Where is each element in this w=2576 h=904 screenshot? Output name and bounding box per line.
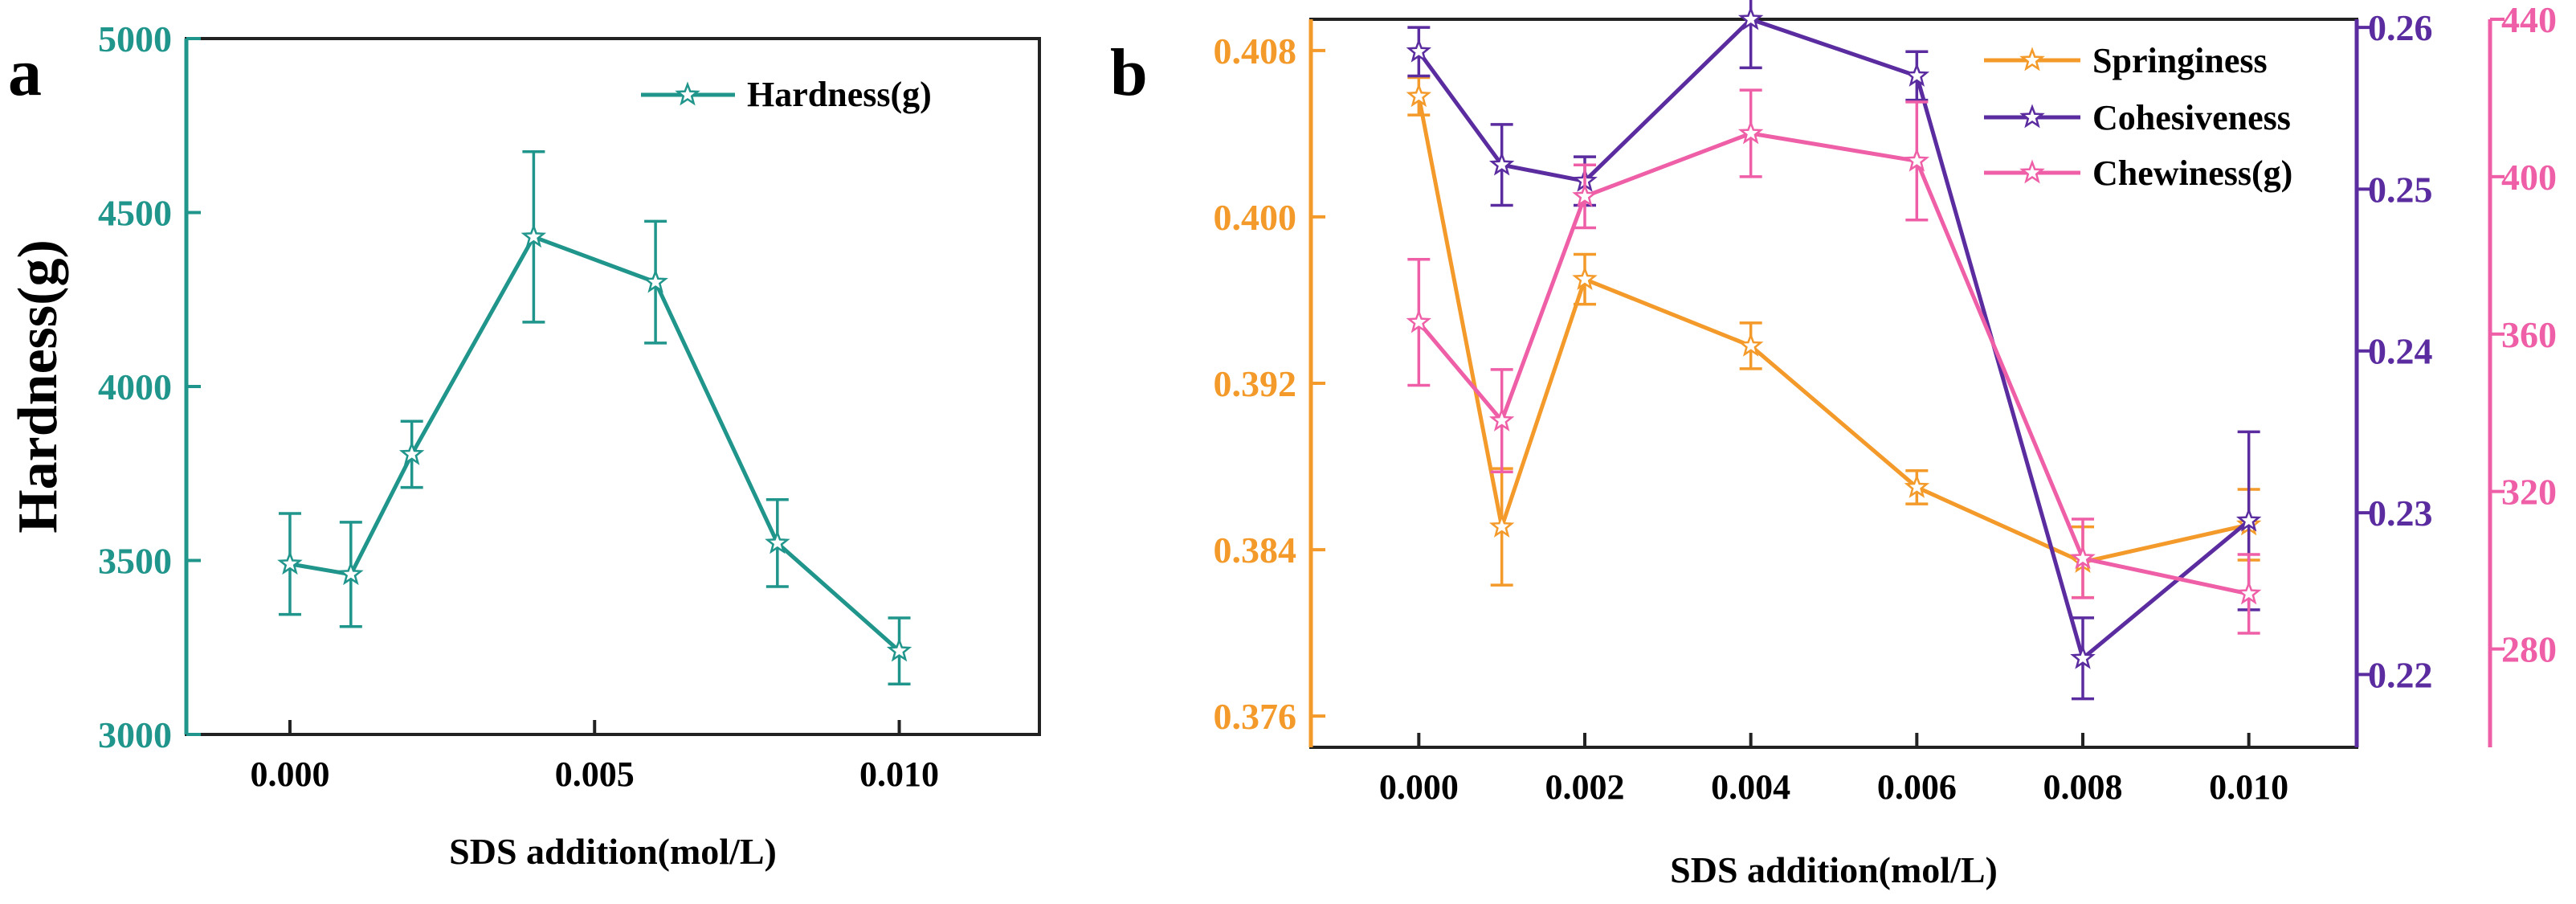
data-point-chewiness xyxy=(1737,120,1764,145)
series-line-hardness xyxy=(289,235,901,652)
x-tick-label: 0.000 xyxy=(1379,767,1459,807)
y-tick-label: 3500 xyxy=(98,541,172,582)
legend-label-springiness: Springiness xyxy=(2092,41,2268,80)
y-tick-label: 0.23 xyxy=(2368,493,2433,534)
data-point-cohesiveness xyxy=(2235,507,2262,532)
x-tick-label: 0.002 xyxy=(1545,767,1625,807)
x-tick-label: 0.004 xyxy=(1711,767,1790,807)
panel-b-axes: 0.3760.3840.3920.4000.4080.220.230.240.2… xyxy=(1214,0,2557,747)
y-tick-label: 0.376 xyxy=(1214,696,1297,737)
legend-label-chewiness: Chewiness(g) xyxy=(2092,153,2292,193)
y-tick-label: 0.24 xyxy=(2368,331,2433,372)
data-point-hardness xyxy=(886,637,912,662)
y-tick-label: 0.22 xyxy=(2368,654,2433,695)
data-point-cohesiveness xyxy=(1488,151,1515,176)
panel-b: b 0.3760.3840.3920.4000.4080.220.230.240… xyxy=(1110,0,2557,890)
series-chewiness xyxy=(1406,88,2262,635)
legend-marker-springiness xyxy=(2019,47,2045,72)
y-tick-label: 0.392 xyxy=(1214,363,1297,404)
panel-b-x-axis: 0.000 0.002 0.004 0.006 0.008 0.010 xyxy=(1379,733,2288,807)
y-tick-label: 280 xyxy=(2501,629,2557,670)
data-point-hardness xyxy=(643,268,668,293)
panel-b-series xyxy=(1406,0,2262,701)
data-point-springiness xyxy=(1737,332,1764,357)
y-axis-right2: 280 320 360 400 440 xyxy=(2488,0,2557,747)
y-tick-label: 4500 xyxy=(98,193,172,234)
data-point-cohesiveness xyxy=(1904,62,1930,87)
data-point-hardness xyxy=(765,530,790,554)
y-tick-label: 0.26 xyxy=(2368,7,2433,48)
data-point-springiness xyxy=(1488,513,1515,538)
x-tick-label: 0.000 xyxy=(250,755,329,794)
panel-a-plot-frame xyxy=(185,37,1041,736)
y-tick-label: 4000 xyxy=(98,366,172,407)
legend-marker-chewiness xyxy=(2019,159,2045,184)
panel-a-x-axis-label: SDS addition(mol/L) xyxy=(449,831,777,872)
data-point-hardness xyxy=(277,550,303,575)
data-point-cohesiveness xyxy=(1406,38,1432,63)
data-point-springiness xyxy=(1904,473,1930,498)
x-tick-label: 0.010 xyxy=(2209,767,2288,807)
panel-b-label: b xyxy=(1110,35,1148,110)
data-point-hardness xyxy=(338,561,364,586)
x-tick-label: 0.008 xyxy=(2043,767,2123,807)
data-point-springiness xyxy=(1406,83,1432,108)
data-point-chewiness xyxy=(1572,182,1598,207)
y-axis-right1: 0.22 0.23 0.24 0.25 0.26 xyxy=(2354,7,2433,747)
panel-a-label: a xyxy=(8,35,42,110)
panel-b-x-axis-label: SDS addition(mol/L) xyxy=(1670,849,1998,890)
data-point-hardness xyxy=(521,223,547,248)
data-point-chewiness xyxy=(1488,407,1515,432)
data-point-springiness xyxy=(1572,266,1598,290)
panel-a-y-axis: 3000 3500 4000 4500 5000 xyxy=(98,18,201,755)
data-point-cohesiveness xyxy=(2070,644,2096,669)
data-point-chewiness xyxy=(2235,580,2262,605)
y-tick-label: 3000 xyxy=(98,714,172,755)
series-line-chewiness xyxy=(1417,131,2250,596)
panel-a-legend: Hardness(g) xyxy=(641,75,932,114)
legend-label-cohesiveness: Cohesiveness xyxy=(2092,98,2291,137)
panel-a-x-axis: 0.000 0.005 0.010 xyxy=(250,720,939,794)
x-tick-label: 0.005 xyxy=(555,755,635,794)
y-tick-label: 0.408 xyxy=(1214,31,1297,72)
data-point-chewiness xyxy=(2070,545,2096,570)
legend-marker-hardness xyxy=(675,81,700,106)
y-tick-label: 440 xyxy=(2501,0,2557,40)
y-axis-left: 0.376 0.384 0.392 0.400 0.408 xyxy=(1214,19,1325,747)
x-tick-label: 0.010 xyxy=(859,755,939,794)
x-tick-label: 0.006 xyxy=(1877,767,1957,807)
series-hardness xyxy=(277,149,912,685)
data-point-hardness xyxy=(398,440,425,465)
y-tick-label: 360 xyxy=(2501,314,2557,355)
data-point-cohesiveness xyxy=(1737,6,1764,31)
legend-label-hardness: Hardness(g) xyxy=(747,75,932,114)
y-tick-label: 0.384 xyxy=(1214,530,1297,571)
y-tick-label: 320 xyxy=(2501,472,2557,513)
y-tick-label: 0.25 xyxy=(2368,169,2433,210)
legend-marker-cohesiveness xyxy=(2019,104,2045,129)
y-tick-label: 5000 xyxy=(98,18,172,59)
y-tick-label: 400 xyxy=(2501,157,2557,198)
data-point-chewiness xyxy=(1406,309,1432,333)
y-tick-label: 0.400 xyxy=(1214,197,1297,238)
panel-a-y-axis-label: Hardness(g) xyxy=(7,239,69,534)
data-point-chewiness xyxy=(1904,147,1930,172)
panel-a: a 3000 3500 4000 4500 5000 0.000 0.005 0.010 H… xyxy=(7,18,1041,872)
panel-b-legend: Springiness Cohesiveness Chewiness(g) xyxy=(1984,41,2292,193)
panel-a-series xyxy=(277,149,912,685)
